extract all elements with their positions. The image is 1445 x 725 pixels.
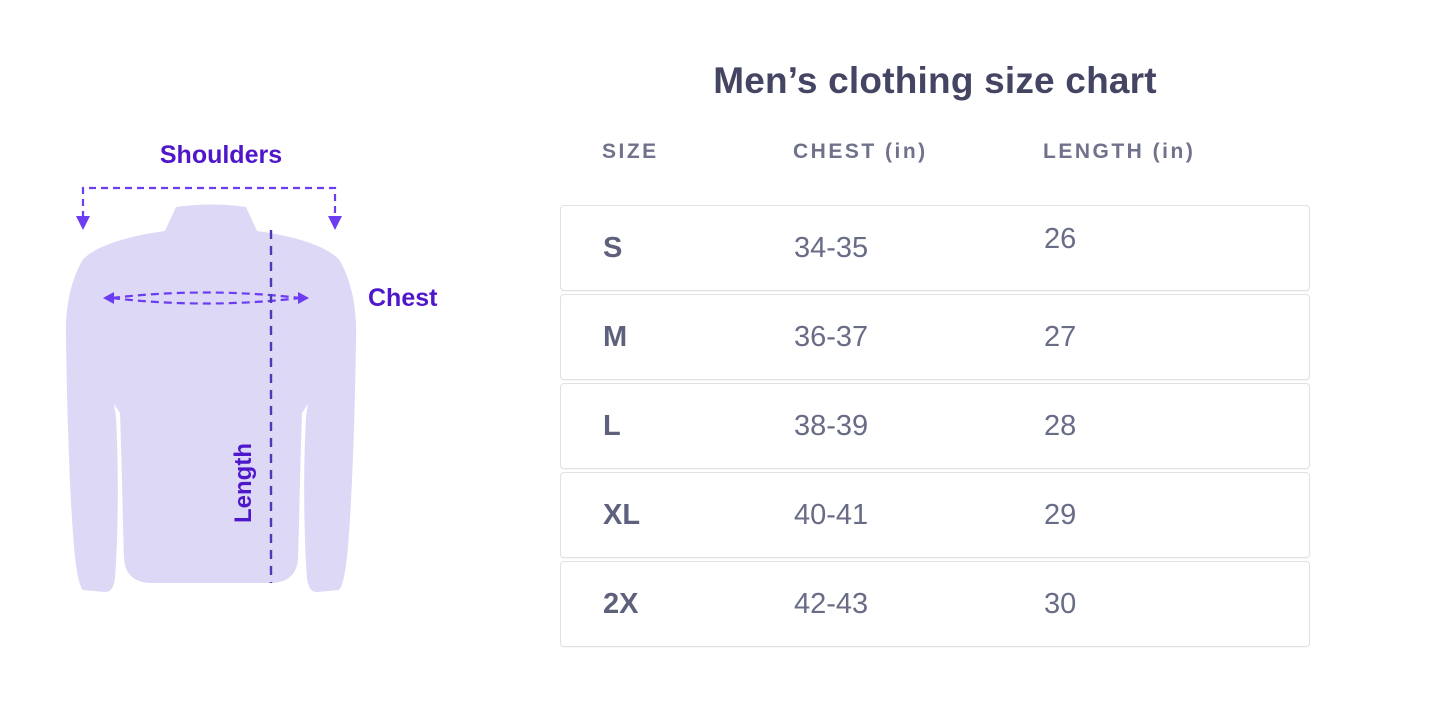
cell-length: 26 [1044, 222, 1077, 255]
cell-length: 30 [1044, 587, 1077, 620]
shoulders-label: Shoulders [159, 141, 283, 169]
shirt-measurement-diagram: Shoulders Chest Length [0, 0, 470, 680]
cell-size: S [603, 231, 623, 264]
size-chart: Men’s clothing size chart SIZE CHEST (in… [560, 0, 1310, 725]
cell-size: L [603, 409, 621, 442]
arrow-down-right-icon [328, 216, 342, 230]
table-row: S 34-35 26 [560, 205, 1310, 291]
cell-chest: 34-35 [794, 231, 869, 264]
table-row: L 38-39 28 [560, 383, 1310, 469]
table-header: SIZE CHEST (in) LENGTH (in) [560, 140, 1310, 164]
header-cell-size: SIZE [602, 140, 659, 163]
arrow-down-left-icon [76, 216, 90, 230]
table-row: XL 40-41 29 [560, 472, 1310, 558]
header-cell-length: LENGTH (in) [1043, 140, 1196, 163]
cell-length: 27 [1044, 320, 1077, 353]
shirt-silhouette [65, 204, 357, 592]
cell-size: XL [603, 498, 641, 531]
page-title: Men’s clothing size chart [713, 60, 1157, 101]
cell-chest: 38-39 [794, 409, 869, 442]
shoulders-measure-line [81, 186, 337, 218]
shirt-diagram-svg [65, 186, 357, 592]
arrow-left-icon [103, 292, 114, 304]
header-cell-chest: CHEST (in) [793, 140, 928, 163]
cell-chest: 42-43 [794, 587, 869, 620]
length-label: Length [230, 443, 257, 523]
table-body: S 34-35 26 M 36-37 27 L 38-39 28 XL 40-4… [560, 205, 1310, 650]
chest-label: Chest [368, 284, 438, 312]
cell-chest: 36-37 [794, 320, 869, 353]
cell-chest: 40-41 [794, 498, 869, 531]
cell-size: 2X [603, 587, 639, 620]
table-row: 2X 42-43 30 [560, 561, 1310, 647]
chest-measure-ellipse [111, 291, 301, 305]
cell-size: M [603, 320, 628, 353]
cell-length: 29 [1044, 498, 1077, 531]
arrow-right-icon [298, 292, 309, 304]
cell-length: 28 [1044, 409, 1077, 442]
table-row: M 36-37 27 [560, 294, 1310, 380]
